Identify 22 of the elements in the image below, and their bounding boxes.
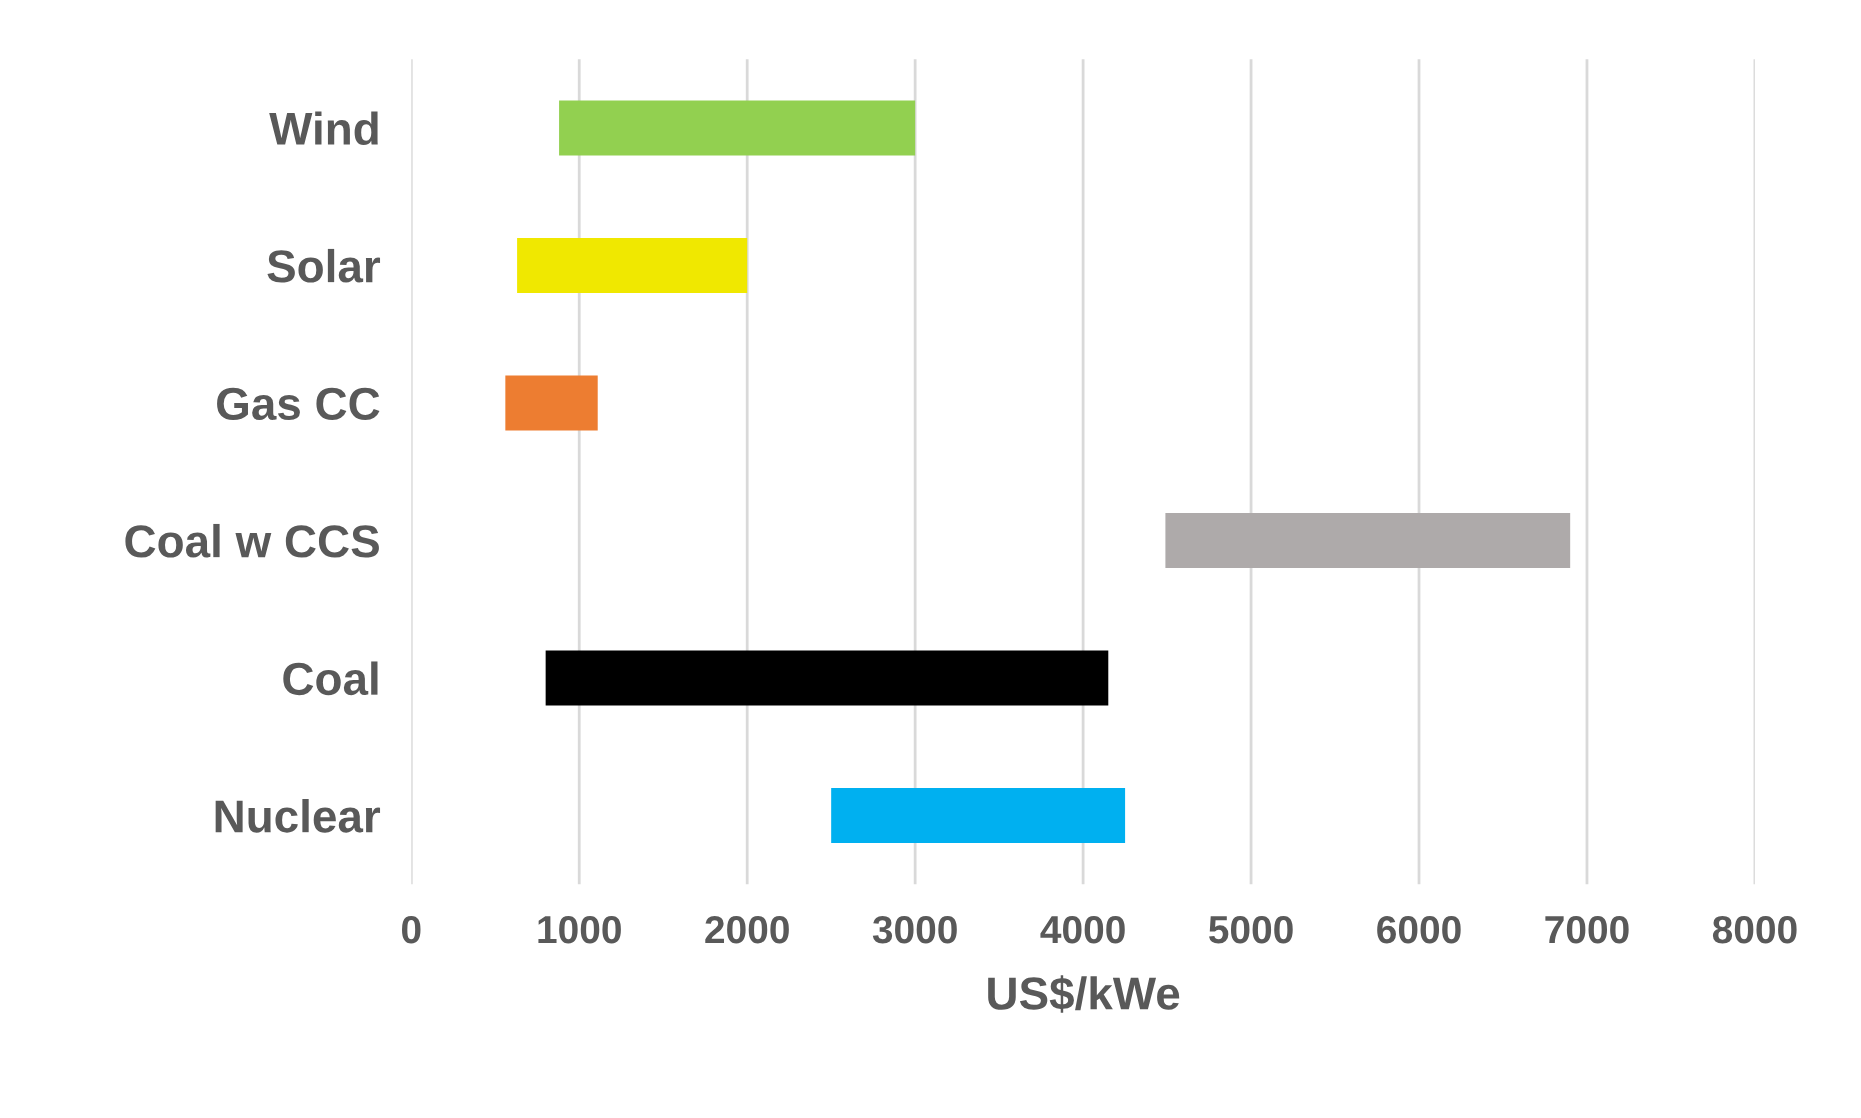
y-tick-label: Nuclear <box>215 798 381 833</box>
x-axis-title: US$/kWe <box>988 975 1180 1013</box>
bar <box>505 375 598 431</box>
bar <box>831 788 1126 844</box>
y-tick-label: Gas CC <box>217 387 380 421</box>
bar <box>559 100 916 156</box>
x-tick-label: 7000 <box>1545 915 1629 944</box>
bar <box>1165 513 1571 569</box>
x-tick-label: 2000 <box>705 915 789 944</box>
x-tick-label: 5000 <box>1209 915 1293 944</box>
x-tick-label: 6000 <box>1377 915 1461 944</box>
y-tick-label: Wind <box>269 111 378 146</box>
x-tick-label: 3000 <box>872 915 957 944</box>
y-tick-label: Coal w CCS <box>125 523 379 558</box>
bar <box>517 238 748 294</box>
x-tick-label: 0 <box>402 915 421 944</box>
x-tick-label: 8000 <box>1712 915 1797 944</box>
y-tick-label: Coal <box>283 661 378 696</box>
x-tick-label: 1000 <box>538 915 621 944</box>
bar <box>545 650 1109 706</box>
y-tick-label: Solar <box>267 248 381 283</box>
x-tick-label: 4000 <box>1040 915 1125 944</box>
